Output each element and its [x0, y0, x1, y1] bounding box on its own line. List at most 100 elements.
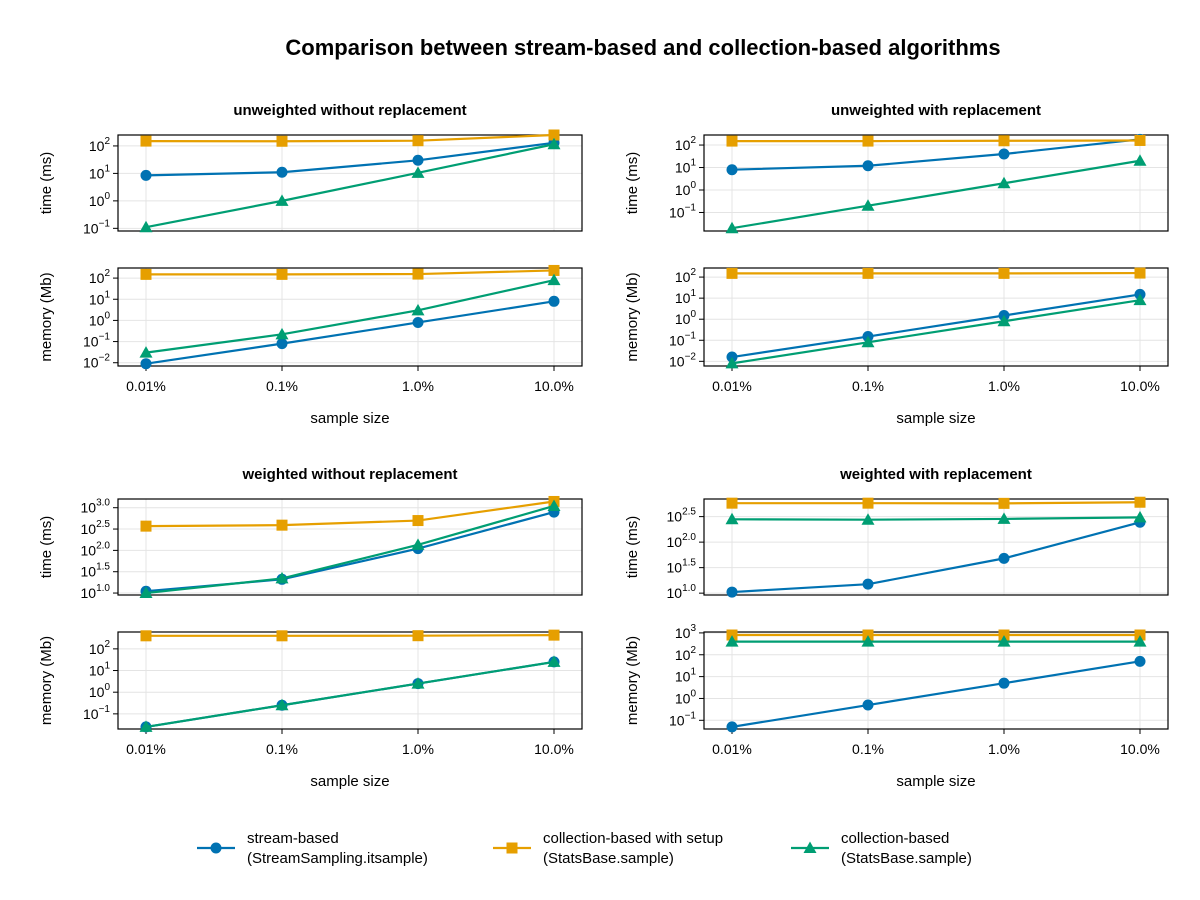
data-point-setup [1134, 134, 1146, 146]
series-collection [139, 137, 561, 233]
data-point-stream [548, 295, 560, 307]
data-point-setup [862, 497, 874, 509]
y-tick-label: 103.0 [81, 498, 111, 516]
data-point-setup [548, 129, 560, 141]
subplot-title: unweighted without replacement [233, 102, 466, 119]
data-point-setup [412, 268, 424, 280]
data-point-setup [548, 264, 560, 276]
y-tick-label: 100 [89, 191, 111, 209]
data-point-collection [725, 356, 739, 369]
data-point-collection [1133, 510, 1147, 523]
y-tick-label: 10−1 [83, 218, 110, 236]
series-line-collection [731, 516, 1141, 521]
data-point-collection [411, 303, 425, 316]
y-axis-label: time (ms) [624, 152, 641, 215]
legend-label: stream-based [247, 830, 339, 847]
data-point-collection [861, 335, 875, 348]
series-stream [726, 288, 1146, 363]
series-setup [140, 129, 560, 147]
y-tick-label: 102.0 [667, 532, 697, 550]
series-line-collection [145, 504, 555, 595]
y-tick-label: 101.0 [667, 583, 697, 601]
y-tick-label: 102 [89, 136, 111, 154]
data-point-collection [275, 698, 289, 711]
y-tick-label: 100 [675, 180, 697, 198]
data-point-collection [547, 499, 561, 511]
x-tick-label: 10.0% [1120, 741, 1160, 757]
legend-label: collection-based [841, 830, 949, 847]
data-point-setup [998, 497, 1010, 509]
y-tick-label: 10−1 [669, 330, 696, 348]
legend-item-stream: stream-based (StreamSampling.itsample) [197, 830, 428, 867]
x-tick-label: 0.01% [712, 741, 752, 757]
data-point-setup [1134, 267, 1146, 279]
y-tick-label: 101.5 [81, 562, 111, 580]
data-point-collection [275, 194, 289, 206]
data-point-setup [726, 267, 738, 279]
y-tick-label: 102 [675, 645, 697, 663]
data-point-collection [1133, 293, 1147, 306]
plot-frame [117, 631, 583, 730]
data-point-setup [1134, 629, 1146, 641]
data-point-collection [547, 137, 561, 150]
data-point-stream [726, 164, 738, 176]
data-point-stream [1134, 655, 1146, 667]
subplot-3: 10−2 10−1 100 101 102 memory (Mb) 0.01% 0.1% 1.0… [38, 264, 583, 427]
y-tick-label: 101 [89, 289, 111, 307]
data-point-collection [861, 513, 875, 525]
series-stream [140, 295, 560, 370]
data-point-stream [412, 154, 424, 166]
y-tick-label: 102.5 [81, 519, 111, 537]
data-point-setup [140, 520, 152, 532]
data-point-collection [997, 176, 1011, 189]
legend-marker-stream [210, 842, 222, 854]
y-tick-label: 100 [89, 682, 111, 700]
y-tick-label: 102 [675, 135, 697, 153]
series-line-collection [145, 143, 555, 229]
series-line-setup [146, 634, 555, 637]
plot-frame [117, 498, 583, 596]
series-line-collection [145, 660, 555, 728]
data-point-setup [276, 135, 288, 147]
data-point-stream [276, 338, 288, 350]
series-setup [140, 629, 560, 642]
y-tick-label: 102 [675, 267, 697, 285]
series-setup [726, 629, 1146, 641]
data-point-setup [998, 135, 1010, 147]
x-tick-label: 0.01% [126, 378, 166, 394]
x-axis-label: sample size [310, 773, 389, 790]
plot-frame [703, 267, 1169, 367]
series-collection [725, 510, 1147, 525]
data-point-collection [411, 538, 425, 550]
y-tick-label: 101 [89, 163, 111, 181]
y-axis-label: memory (Mb) [38, 636, 55, 725]
data-point-stream [726, 586, 738, 598]
y-axis-label: time (ms) [38, 516, 55, 579]
x-tick-label: 10.0% [534, 378, 574, 394]
subplot-7: 10−1 100 101 102 memory (Mb) 0.01% 0.1% 1.0% 10.… [38, 629, 583, 790]
data-point-collection [997, 512, 1011, 524]
y-tick-label: 10−2 [83, 353, 110, 371]
data-point-collection [411, 166, 425, 178]
series-stream [726, 655, 1146, 733]
subplot-title: weighted without replacement [241, 466, 457, 483]
x-tick-label: 0.1% [266, 378, 298, 394]
y-tick-label: 102 [89, 639, 111, 657]
data-point-setup [140, 630, 152, 642]
data-point-collection [1133, 154, 1147, 166]
x-tick-label: 0.01% [712, 378, 752, 394]
data-point-collection [997, 314, 1011, 327]
data-point-setup [862, 135, 874, 147]
data-point-stream [276, 166, 288, 178]
data-point-setup [276, 268, 288, 280]
data-point-collection [275, 571, 289, 584]
series-collection [139, 273, 561, 358]
subplot-title: weighted with replacement [839, 466, 1032, 483]
figure-title: Comparison between stream-based and coll… [285, 35, 1000, 60]
plot-frame [117, 267, 583, 367]
data-point-collection [861, 635, 875, 647]
y-tick-label: 100 [675, 688, 697, 706]
x-tick-label: 0.01% [126, 741, 166, 757]
x-tick-label: 0.1% [852, 378, 884, 394]
